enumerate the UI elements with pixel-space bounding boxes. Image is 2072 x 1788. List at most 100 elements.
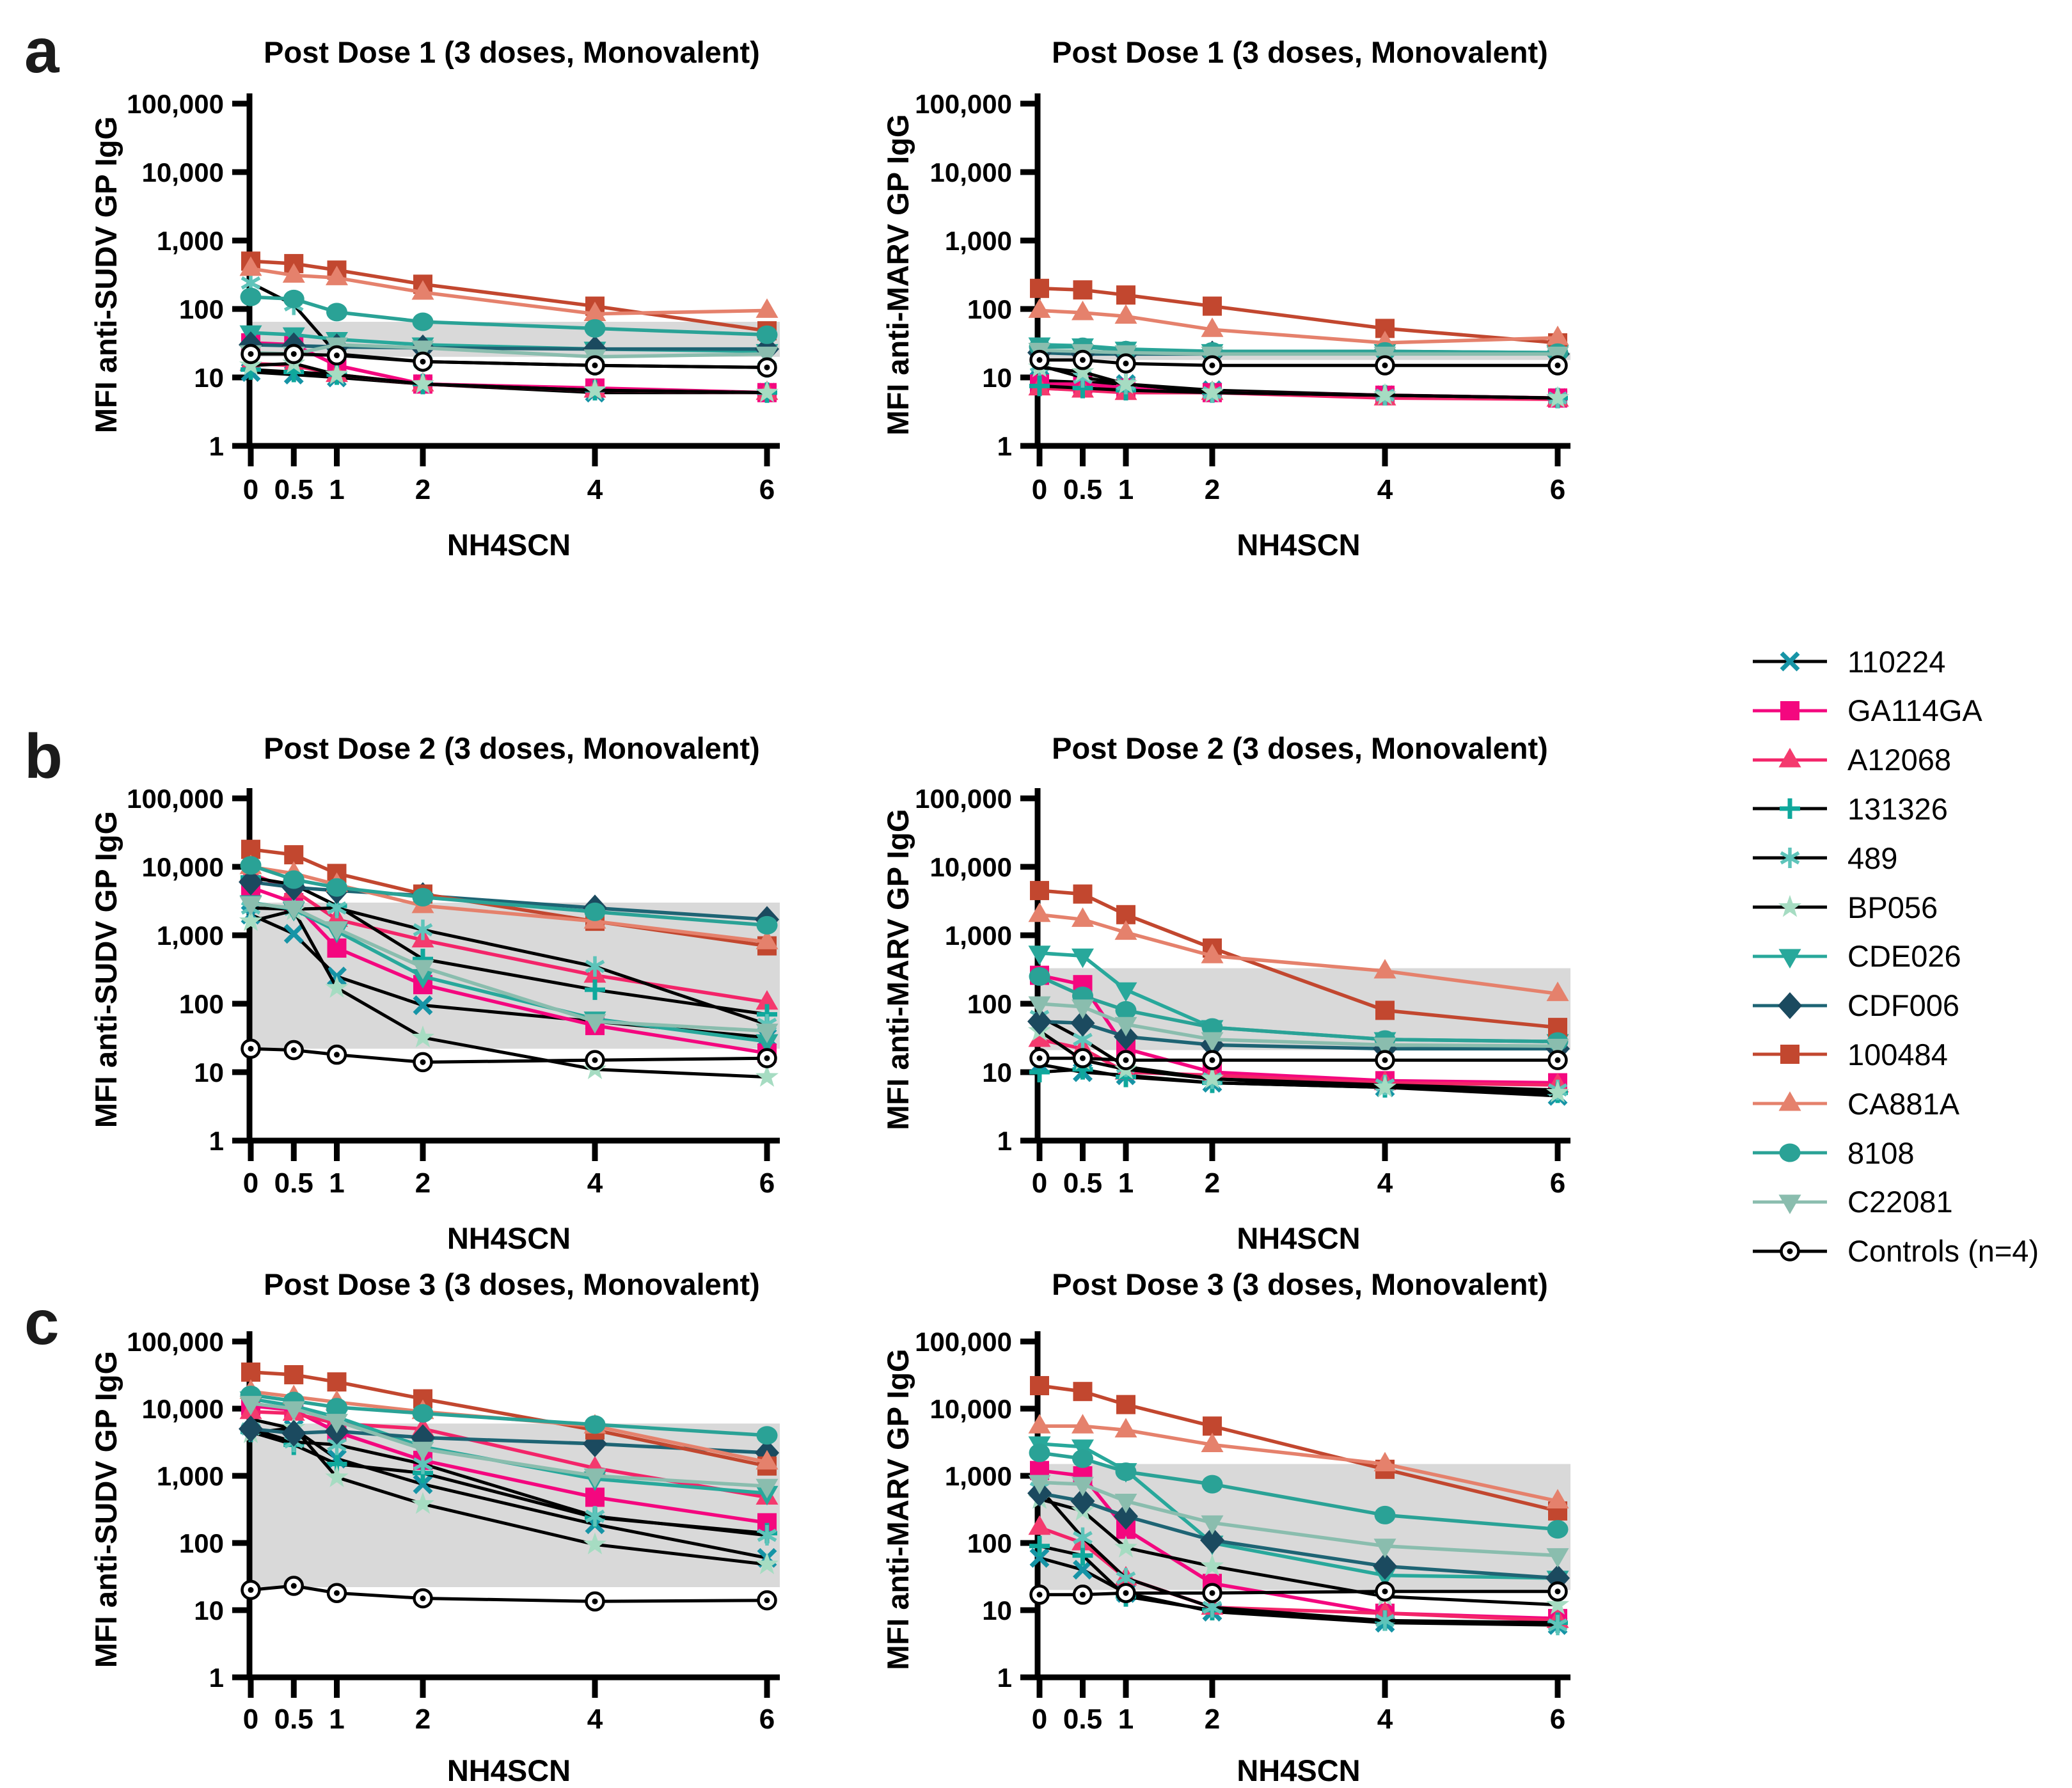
series-line	[1040, 1424, 1558, 1503]
marker-circle-icon	[584, 902, 606, 921]
legend-marker-circle-icon	[1753, 1143, 1827, 1162]
marker-square-icon	[1030, 1376, 1049, 1396]
marker-triangle-up-icon	[1201, 317, 1224, 337]
legend-item: 100484	[1750, 1029, 1948, 1079]
legend-label: 8108	[1847, 1135, 1915, 1170]
marker-circle-dot-icon	[1072, 1048, 1093, 1068]
marker-triangle-down-icon	[1778, 949, 1801, 969]
x-tick-label: 4	[587, 1704, 603, 1735]
x-tick-label: 0	[243, 474, 258, 505]
legend-marker-square-icon	[1753, 700, 1827, 720]
x-tick-label: 6	[759, 1167, 775, 1199]
marker-triangle-up-icon	[583, 301, 606, 322]
marker-triangle-up-icon	[755, 990, 779, 1010]
marker-triangle-up-icon	[1546, 325, 1569, 345]
marker-square-icon	[1780, 700, 1799, 720]
legend-marker-triangle-up-icon	[1753, 747, 1827, 768]
marker-star-icon	[1114, 372, 1138, 394]
marker-circle-icon	[1115, 1462, 1137, 1482]
marker-circle-icon	[1072, 1449, 1093, 1468]
marker-circle-icon	[326, 1398, 347, 1417]
marker-circle-icon	[326, 878, 347, 897]
y-tick-label: 100	[179, 1528, 224, 1558]
marker-square-icon	[241, 1362, 260, 1382]
y-tick-label: 10,000	[930, 157, 1012, 187]
marker-triangle-down-icon	[239, 1396, 262, 1416]
marker-triangle-up-icon	[1778, 747, 1801, 768]
series-line	[1039, 348, 1558, 356]
marker-plus-icon	[585, 979, 605, 1001]
series-line	[250, 267, 768, 316]
marker-triangle-up-icon	[1114, 1418, 1137, 1437]
series-C22081	[239, 896, 779, 1043]
x-tick-label: 0.5	[1063, 1704, 1102, 1735]
y-tick-label: 1,000	[157, 921, 224, 951]
marker-circle-icon	[1029, 1443, 1050, 1462]
marker-circle-dot-icon	[757, 357, 777, 378]
marker-circle-icon	[584, 319, 606, 338]
x-tick-label: 6	[1550, 474, 1565, 505]
axes: 1 10 100 1,000 10,000 100,000 0 0.5 1 2 4 6	[915, 784, 1570, 1199]
marker-triangle-down-icon	[1072, 948, 1094, 969]
marker-triangle-down-icon	[755, 1024, 779, 1043]
series-CA881A	[239, 256, 779, 322]
marker-x-icon	[1029, 1547, 1050, 1568]
x-tick-label: 6	[1550, 1167, 1565, 1199]
marker-triangle-down-icon	[1201, 1515, 1224, 1535]
marker-circle-dot-icon	[413, 351, 433, 372]
control-range-band	[1040, 352, 1570, 360]
series-C22081	[1028, 996, 1569, 1059]
marker-triangle-down-icon	[1546, 1038, 1569, 1059]
marker-triangle-down-icon	[1373, 1037, 1396, 1057]
axes: 1 10 100 1,000 10,000 100,000 0 0.5 1 2 4 6	[915, 89, 1570, 505]
y-tick-label: 100	[967, 294, 1012, 324]
marker-star-icon	[1546, 386, 1570, 408]
y-tick-label: 1	[209, 431, 224, 461]
x-tick-label: 6	[759, 474, 775, 505]
marker-circle-dot-icon	[1116, 353, 1136, 374]
marker-diamond-icon	[281, 1420, 306, 1447]
marker-star-icon	[325, 1465, 349, 1487]
legend-label: 489	[1847, 841, 1898, 875]
legend-marker-triangle-down-icon	[1753, 1194, 1827, 1214]
series-Controls	[1029, 349, 1568, 376]
legend-item: CDE026	[1750, 931, 1961, 981]
marker-x-icon	[413, 1474, 433, 1494]
marker-star-icon	[583, 378, 607, 400]
x-axis-label: NH4SCN	[1237, 528, 1360, 562]
marker-circle-dot-icon	[1547, 1050, 1568, 1070]
chart-pd1-sudv: 1 10 100 1,000 10,000 100,000 0 0.5 1 2 4 6 NH4SCN MF…	[89, 35, 780, 562]
x-tick-label: 4	[1377, 1167, 1393, 1199]
y-tick-label: 100,000	[915, 1327, 1012, 1357]
legend-label: Controls (n=4)	[1847, 1234, 2039, 1269]
marker-circle-icon	[240, 856, 262, 875]
marker-star-icon	[1546, 1080, 1570, 1103]
marker-circle-icon	[412, 887, 434, 906]
x-tick-label: 4	[587, 474, 603, 505]
y-tick-label: 100,000	[127, 1327, 224, 1357]
marker-star-icon	[755, 1064, 779, 1087]
x-tick-label: 2	[1205, 1167, 1220, 1199]
series-8108	[1029, 1443, 1569, 1539]
marker-asterisk-icon	[757, 1525, 777, 1546]
marker-triangle-down-icon	[1373, 1539, 1396, 1558]
marker-circle-dot-icon	[1116, 1050, 1136, 1070]
marker-circle-dot-icon	[757, 1048, 777, 1068]
chart-pd3-marv: 1 10 100 1,000 10,000 100,000 0 0.5 1 2 4 6 NH4SCN MF…	[881, 1267, 1570, 1787]
y-tick-label: 10,000	[142, 852, 224, 882]
marker-circle-dot-icon	[1375, 1050, 1395, 1070]
marker-plus-icon	[1072, 1545, 1093, 1566]
marker-triangle-down-icon	[239, 896, 262, 916]
legend-item: Controls (n=4)	[1750, 1226, 2039, 1276]
marker-triangle-down-icon	[1028, 996, 1051, 1016]
marker-triangle-up-icon	[1072, 1414, 1094, 1434]
marker-diamond-icon	[1200, 1526, 1224, 1554]
series-Controls	[241, 1576, 777, 1612]
y-tick-label: 10,000	[142, 1394, 224, 1424]
marker-plus-icon	[1029, 1535, 1050, 1556]
marker-star-icon	[1200, 1554, 1224, 1576]
marker-triangle-down-icon	[1072, 1439, 1094, 1459]
legend-marker-diamond-icon	[1753, 992, 1827, 1019]
marker-circle-dot-icon	[283, 1576, 304, 1596]
